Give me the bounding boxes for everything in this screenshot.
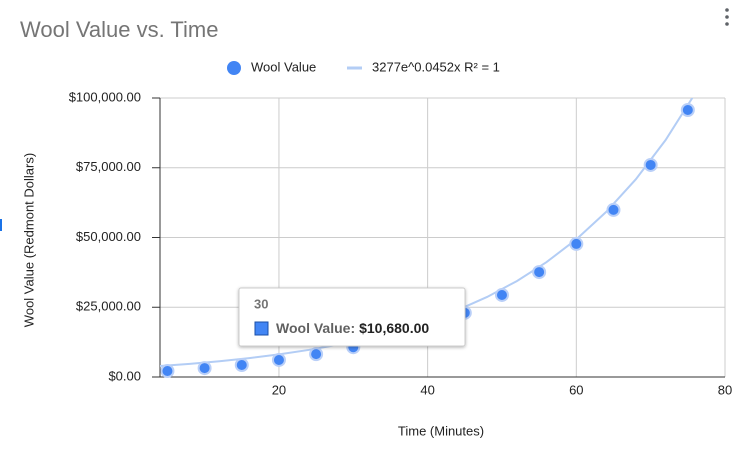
- y-tick-label: $25,000.00: [76, 299, 141, 314]
- tooltip-swatch: [254, 321, 269, 336]
- tooltip-separator: :: [350, 320, 355, 336]
- data-point: [532, 265, 547, 280]
- data-point: [606, 202, 621, 217]
- y-tick-label: $100,000.00: [69, 89, 141, 104]
- data-point: [160, 364, 175, 379]
- data-point: [569, 236, 584, 251]
- tooltip-text: Wool Value: $10,680.00: [276, 320, 429, 336]
- tooltip-series: Wool Value: [276, 320, 351, 336]
- data-point: [309, 347, 324, 362]
- data-point: [494, 287, 509, 302]
- data-point: [197, 361, 212, 376]
- edge-marker: [0, 219, 2, 231]
- data-point: [680, 102, 695, 117]
- y-tick-label: $75,000.00: [76, 159, 141, 174]
- x-tick-label: 60: [569, 382, 583, 397]
- tooltip-value: $10,680.00: [359, 320, 429, 336]
- y-axis-title: Wool Value (Redmont Dollars): [21, 153, 36, 327]
- tooltip: 30 Wool Value: $10,680.00: [238, 287, 466, 347]
- data-point: [643, 157, 658, 172]
- legend-label: Wool Value: [251, 59, 316, 74]
- y-tick-label: $0.00: [108, 368, 141, 383]
- legend-swatch: [227, 61, 241, 75]
- data-point: [234, 358, 249, 373]
- menu-button[interactable]: [725, 8, 729, 26]
- y-tick-label: $50,000.00: [76, 229, 141, 244]
- legend-label: 3277e^0.0452x R² = 1: [372, 59, 500, 74]
- chart-title: Wool Value vs. Time: [20, 17, 218, 42]
- legend-item[interactable]: 3277e^0.0452x R² = 1: [347, 59, 500, 74]
- tooltip-title: 30: [254, 296, 268, 311]
- x-axis-title: Time (Minutes): [398, 423, 484, 438]
- x-tick-label: 80: [718, 382, 732, 397]
- data-point: [271, 352, 286, 367]
- tooltip-box: [238, 287, 466, 347]
- legend-item[interactable]: Wool Value: [227, 59, 316, 75]
- x-tick-label: 40: [420, 382, 434, 397]
- x-tick-label: 20: [272, 382, 286, 397]
